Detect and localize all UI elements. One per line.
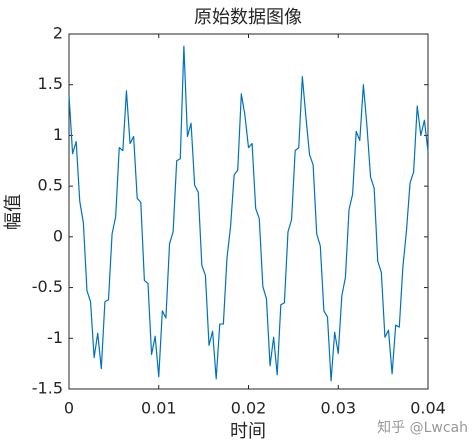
watermark: 知乎 @Lwcah [377,419,468,436]
y-tick-label: -1.5 [32,379,63,398]
chart-title: 原始数据图像 [194,7,302,28]
x-axis-label: 时间 [230,421,266,442]
x-tick-label: 0.01 [141,399,177,418]
x-tick-label: 0.02 [231,399,267,418]
x-tick-label: 0 [64,399,74,418]
x-tick-label: 0.04 [410,399,446,418]
y-tick-label: 1.5 [38,74,63,93]
y-axis-label: 幅值 [3,194,24,230]
plot-frame [68,33,429,390]
y-tick-label: 0.5 [38,176,63,195]
x-tick-label: 0.03 [320,399,356,418]
y-tick-label: -0.5 [32,277,63,296]
y-tick-label: 1 [53,125,63,144]
data-line [68,45,429,382]
y-tick-label: 0 [53,226,63,245]
y-tick-label: 2 [53,24,63,43]
y-tick-label: -1 [47,328,63,347]
